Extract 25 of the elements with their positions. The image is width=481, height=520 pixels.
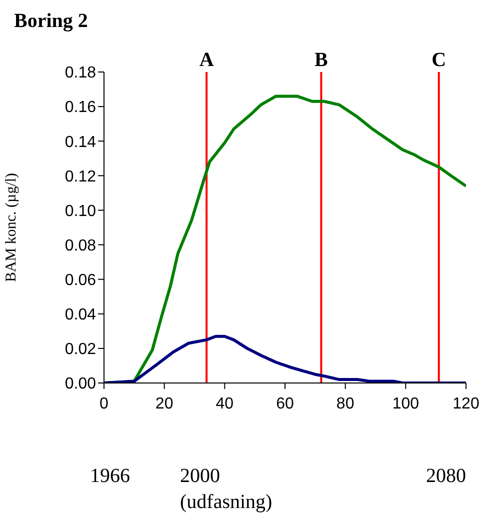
text: 2000 (udfasning) [180, 464, 272, 515]
ref-line-label: C [432, 49, 446, 71]
x-tick-label: 120 [452, 395, 480, 412]
x-tick-label: 20 [155, 395, 174, 412]
y-tick-label: 0.06 [64, 272, 96, 290]
y-tick-label: 0.18 [64, 64, 96, 82]
x-tick-label: 80 [336, 395, 354, 412]
y-tick-label: 0.08 [64, 237, 96, 254]
y-tick-label: 0.02 [64, 341, 96, 358]
x-tick-label: 0 [100, 395, 109, 412]
x-tick-label: 100 [392, 395, 420, 412]
y-tick-label: 0.12 [64, 168, 96, 186]
x-tick-label: 60 [276, 395, 294, 412]
y-tick-label: 0.00 [64, 376, 96, 393]
y-tick-label: 0.10 [64, 202, 96, 220]
x-tick-label: 40 [216, 395, 234, 412]
ref-line-label: A [199, 49, 214, 71]
chart-title: Boring 2 [14, 10, 88, 33]
text: 1966 [90, 464, 130, 489]
y-tick-label: 0.04 [64, 306, 96, 324]
ref-line-label: B [314, 49, 328, 71]
text: 2080 [426, 464, 466, 489]
y-tick-label: 0.14 [64, 134, 96, 151]
y-tick-label: 0.16 [64, 99, 96, 116]
y-axis-title: BAM konc. (µg/l) [3, 172, 20, 282]
